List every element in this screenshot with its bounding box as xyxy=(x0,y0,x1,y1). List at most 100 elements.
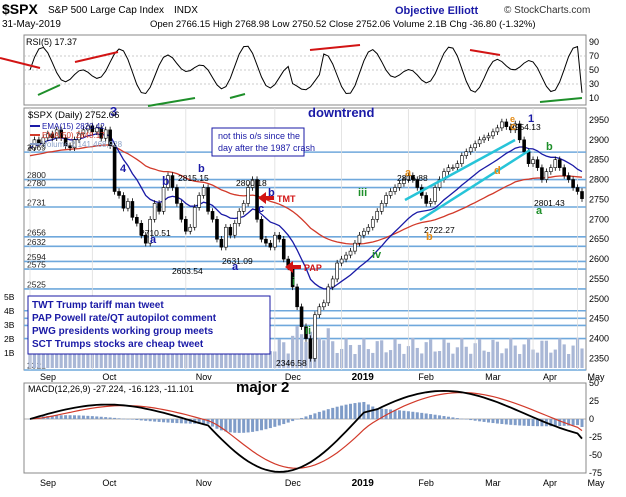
candle-body xyxy=(166,175,170,188)
candle-body xyxy=(330,278,335,288)
macd-histogram-bar xyxy=(148,419,152,422)
candle-body xyxy=(313,314,317,359)
volume-bar xyxy=(495,341,500,368)
price-tick: 2700 xyxy=(589,214,609,224)
note-line: SCT Trumps stocks are cheap tweet xyxy=(32,339,204,350)
wave-label: a xyxy=(232,261,239,273)
candle-body xyxy=(393,187,397,192)
candle-body xyxy=(366,226,371,232)
price-point-label: 2816.88 xyxy=(397,173,428,183)
event-label: TMT xyxy=(277,194,296,204)
volume-bar xyxy=(335,352,339,368)
price-tick: 2550 xyxy=(589,274,609,284)
macd-histogram-bar xyxy=(357,402,361,419)
macd-histogram-bar xyxy=(380,408,384,419)
macd-histogram-bar xyxy=(469,419,473,421)
macd-histogram-bar xyxy=(344,404,348,419)
candle-body xyxy=(103,129,108,139)
volume-bar xyxy=(242,346,246,368)
x-tick-bottom: Mar xyxy=(485,478,501,488)
candle-body xyxy=(433,187,437,202)
macd-histogram-bar xyxy=(170,419,174,423)
volume-bar xyxy=(59,350,63,368)
branding: Objective Elliott xyxy=(395,5,478,17)
volume-bar xyxy=(366,349,370,368)
ema50-line xyxy=(29,144,583,245)
macd-histogram-bar xyxy=(513,419,517,426)
candle-body xyxy=(344,254,348,260)
notes-box xyxy=(27,295,271,355)
macd-histogram-bar xyxy=(473,419,477,421)
volume-bar xyxy=(41,353,45,368)
volume-bar xyxy=(104,350,108,368)
volume-bar xyxy=(518,353,522,368)
volume-bar xyxy=(233,343,237,368)
candle-body xyxy=(81,129,86,135)
candle-body xyxy=(451,167,455,169)
volume-bar xyxy=(522,344,526,368)
macd-histogram-bar xyxy=(308,414,312,419)
candle-body xyxy=(339,258,344,264)
rsi-tick: 50 xyxy=(589,65,599,75)
macd-histogram-bar xyxy=(197,419,201,424)
date: 31-May-2019 xyxy=(2,19,61,30)
trend-label: downtrend xyxy=(308,105,374,120)
macd-histogram-bar xyxy=(108,417,112,419)
macd-histogram-bar xyxy=(237,419,241,433)
wave-label: 3 xyxy=(110,104,117,119)
candle-body xyxy=(526,151,531,164)
wave-label: c xyxy=(510,121,516,133)
volume-bar xyxy=(429,339,433,368)
candle-body xyxy=(232,222,237,236)
volume-bar xyxy=(393,338,397,368)
candle-body xyxy=(362,230,366,236)
price-point-label: 2603.54 xyxy=(172,266,203,276)
volume-bar xyxy=(357,344,362,368)
macd-histogram-bar xyxy=(558,419,562,426)
volume-bar xyxy=(37,348,41,368)
volume-bar xyxy=(553,349,557,368)
level-label: 2731 xyxy=(27,197,46,207)
volume-bar xyxy=(68,342,72,368)
candle-body xyxy=(28,147,32,150)
macd-histogram-bar xyxy=(259,419,263,431)
candle-body xyxy=(175,187,179,204)
x-axis: Sep Oct Nov Dec 2019 Feb Mar Apr May Sep Oct Nov Dec… xyxy=(40,372,605,489)
volume-bar xyxy=(451,353,455,368)
volume-bar xyxy=(402,353,406,368)
macd-histogram-bar xyxy=(135,419,139,420)
macd-histogram-bar xyxy=(295,419,299,420)
macd-histogram-bar xyxy=(242,419,246,433)
volume-tick: 1B xyxy=(4,348,15,358)
volume-bar xyxy=(486,351,491,368)
macd-histogram-bar xyxy=(389,409,393,419)
macd-histogram-bar xyxy=(28,419,32,420)
price-tick: 2500 xyxy=(589,294,609,304)
candle-body xyxy=(335,262,339,280)
level-label: 2869 xyxy=(27,143,46,153)
macd-histogram-bar xyxy=(246,419,250,433)
price-tick: 2950 xyxy=(589,115,609,125)
volume-bar xyxy=(442,339,446,368)
macd-histogram-bar xyxy=(273,419,277,427)
macd-histogram-bar xyxy=(504,419,508,425)
candle-body xyxy=(219,238,224,248)
wave-label: b xyxy=(426,231,433,243)
x-tick-top: Oct xyxy=(102,372,117,382)
level-label: 2656 xyxy=(27,227,46,237)
macd-histogram-bar xyxy=(255,419,259,432)
volume-bar xyxy=(322,340,326,368)
volume-bar xyxy=(526,338,531,368)
candle-body xyxy=(317,306,322,316)
candle-body xyxy=(482,137,486,141)
volume-bar xyxy=(415,347,419,368)
quote-line: Open 2766.15 High 2768.98 Low 2750.52 Cl… xyxy=(150,19,536,30)
price-tick: 2450 xyxy=(589,314,609,324)
macd-histogram-bar xyxy=(464,419,468,420)
price-tick: 2650 xyxy=(589,234,609,244)
legend-entry: EMA(50) 2848.17 xyxy=(42,131,105,140)
price-tick: 2800 xyxy=(589,175,609,185)
candle-body xyxy=(322,302,326,308)
macd-histogram-bar xyxy=(64,415,68,419)
candle-body xyxy=(237,211,242,224)
